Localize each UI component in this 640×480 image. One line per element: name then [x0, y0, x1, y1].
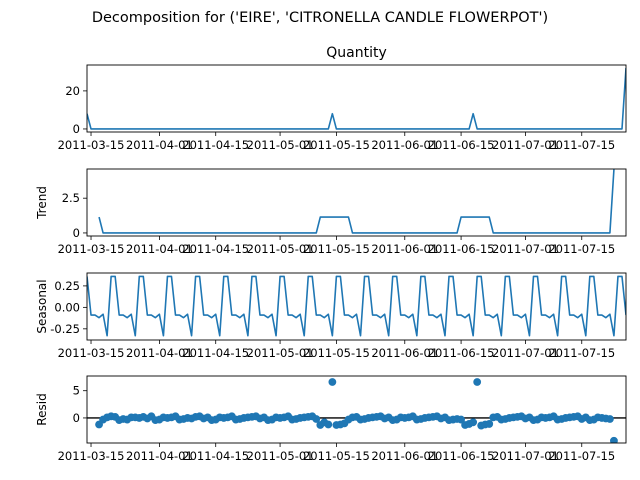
x-tick-label: 2011-05-01	[247, 138, 314, 152]
y-tick-label: -0.25	[50, 322, 80, 336]
x-tick-label: 2011-07-01	[492, 346, 559, 360]
x-tick-label: 2011-03-15	[58, 346, 125, 360]
panel-data	[87, 67, 626, 130]
figure-suptitle: Decomposition for ('EIRE', 'CITRONELLA C…	[92, 10, 548, 26]
x-tick-label: 2011-05-15	[303, 242, 370, 256]
y-tick-label: 5	[73, 384, 80, 398]
resid-point	[606, 415, 614, 423]
x-tick-label: 2011-04-15	[182, 346, 249, 360]
resid-point	[469, 418, 478, 427]
x-tick-label: 2011-03-15	[58, 449, 125, 463]
x-tick-label: 2011-07-15	[548, 346, 615, 360]
x-tick-label: 2011-05-15	[303, 346, 370, 360]
resid-point	[610, 436, 618, 443]
y-tick-label: 0	[73, 411, 80, 425]
x-tick-label: 2011-05-01	[247, 242, 314, 256]
panel-data	[87, 378, 626, 443]
x-tick-label: 2011-07-15	[548, 138, 615, 152]
panel-frame	[86, 64, 627, 133]
panel-3: Seasonal 0.25 0.00 -0.25 2011-03-15 2011-04-0…	[35, 272, 627, 360]
x-tick-label: 2011-06-15	[428, 346, 495, 360]
panel-data	[87, 275, 626, 337]
panel-data	[98, 169, 615, 234]
y-tick-label: 2.5	[62, 191, 80, 205]
y-tick-label: 0	[73, 226, 80, 240]
panel-1: Quantity 0 20 2011-03-15 2011-04-012011-04-1…	[58, 45, 627, 152]
panel-frame	[86, 375, 627, 444]
y-tick-label: 20	[65, 84, 80, 98]
panel-title: Quantity	[326, 45, 387, 61]
resid-point	[328, 378, 337, 386]
resid-point	[457, 415, 465, 424]
panel-frame	[86, 272, 627, 341]
x-tick-label: 2011-04-15	[182, 242, 249, 256]
resid-point	[312, 415, 321, 423]
series-line	[87, 275, 626, 337]
x-tick-label: 2011-03-15	[58, 242, 125, 256]
x-tick-label: 2011-05-01	[247, 449, 314, 463]
x-tick-label: 2011-06-01	[371, 346, 438, 360]
x-tick-label: 2011-05-15	[303, 449, 370, 463]
series-line	[87, 67, 626, 130]
x-tick-label: 2011-04-01	[126, 138, 193, 152]
y-axis-label: Seasonal	[35, 279, 49, 333]
x-tick-label: 2011-06-15	[428, 138, 495, 152]
x-tick-label: 2011-07-15	[548, 242, 615, 256]
x-tick-label: 2011-07-01	[492, 449, 559, 463]
series-line	[98, 169, 615, 234]
panel-frame	[86, 168, 627, 237]
x-tick-label: 2011-04-01	[126, 242, 193, 256]
y-axis-label: Trend	[35, 186, 49, 220]
x-tick-label: 2011-05-15	[303, 138, 370, 152]
resid-point	[324, 420, 333, 429]
y-axis-label: Resid	[35, 393, 49, 425]
x-tick-label: 2011-07-01	[492, 242, 559, 256]
x-tick-label: 2011-06-01	[371, 138, 438, 152]
resid-point	[473, 378, 482, 386]
x-tick-label: 2011-07-15	[548, 449, 615, 463]
x-tick-label: 2011-07-01	[492, 138, 559, 152]
x-tick-label: 2011-05-01	[247, 346, 314, 360]
y-tick-label: 0.25	[54, 279, 80, 293]
x-tick-label: 2011-04-01	[126, 346, 193, 360]
x-tick-label: 2011-04-15	[182, 449, 249, 463]
x-tick-label: 2011-06-15	[428, 242, 495, 256]
x-tick-label: 2011-04-15	[182, 138, 249, 152]
y-tick-label: 0	[73, 122, 80, 136]
x-tick-label: 2011-06-01	[371, 242, 438, 256]
resid-point	[485, 420, 494, 428]
x-tick-label: 2011-06-15	[428, 449, 495, 463]
y-tick-label: 0.00	[54, 300, 80, 314]
x-tick-label: 2011-03-15	[58, 138, 125, 152]
x-tick-label: 2011-04-01	[126, 449, 193, 463]
x-tick-label: 2011-06-01	[371, 449, 438, 463]
